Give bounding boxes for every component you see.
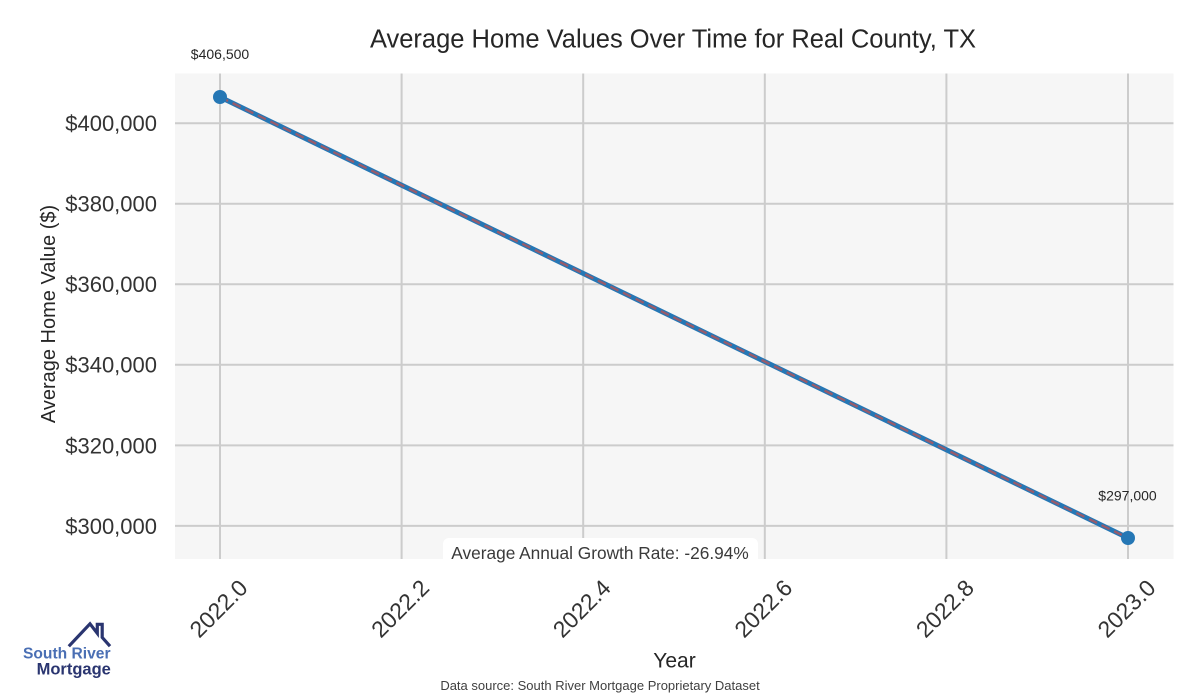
svg-text:South River: South River bbox=[23, 646, 111, 663]
svg-text:$300,000: $300,000 bbox=[65, 514, 157, 539]
svg-text:$400,000: $400,000 bbox=[65, 111, 157, 136]
svg-text:Average Home Values Over Time: Average Home Values Over Time for Real C… bbox=[370, 26, 976, 54]
svg-text:Average Annual Growth Rate: -2: Average Annual Growth Rate: -26.94% bbox=[451, 543, 749, 563]
svg-text:Year: Year bbox=[653, 650, 695, 673]
svg-text:Mortgage: Mortgage bbox=[37, 661, 111, 679]
svg-text:Data source: South River Mortg: Data source: South River Mortgage Propri… bbox=[440, 678, 760, 693]
svg-text:$297,000: $297,000 bbox=[1098, 488, 1157, 504]
svg-text:$340,000: $340,000 bbox=[65, 353, 157, 378]
svg-text:$406,500: $406,500 bbox=[191, 46, 250, 62]
svg-text:$320,000: $320,000 bbox=[65, 433, 157, 458]
svg-text:$380,000: $380,000 bbox=[65, 192, 157, 217]
svg-text:Average Home Value ($): Average Home Value ($) bbox=[38, 205, 60, 423]
svg-text:$360,000: $360,000 bbox=[65, 272, 157, 297]
